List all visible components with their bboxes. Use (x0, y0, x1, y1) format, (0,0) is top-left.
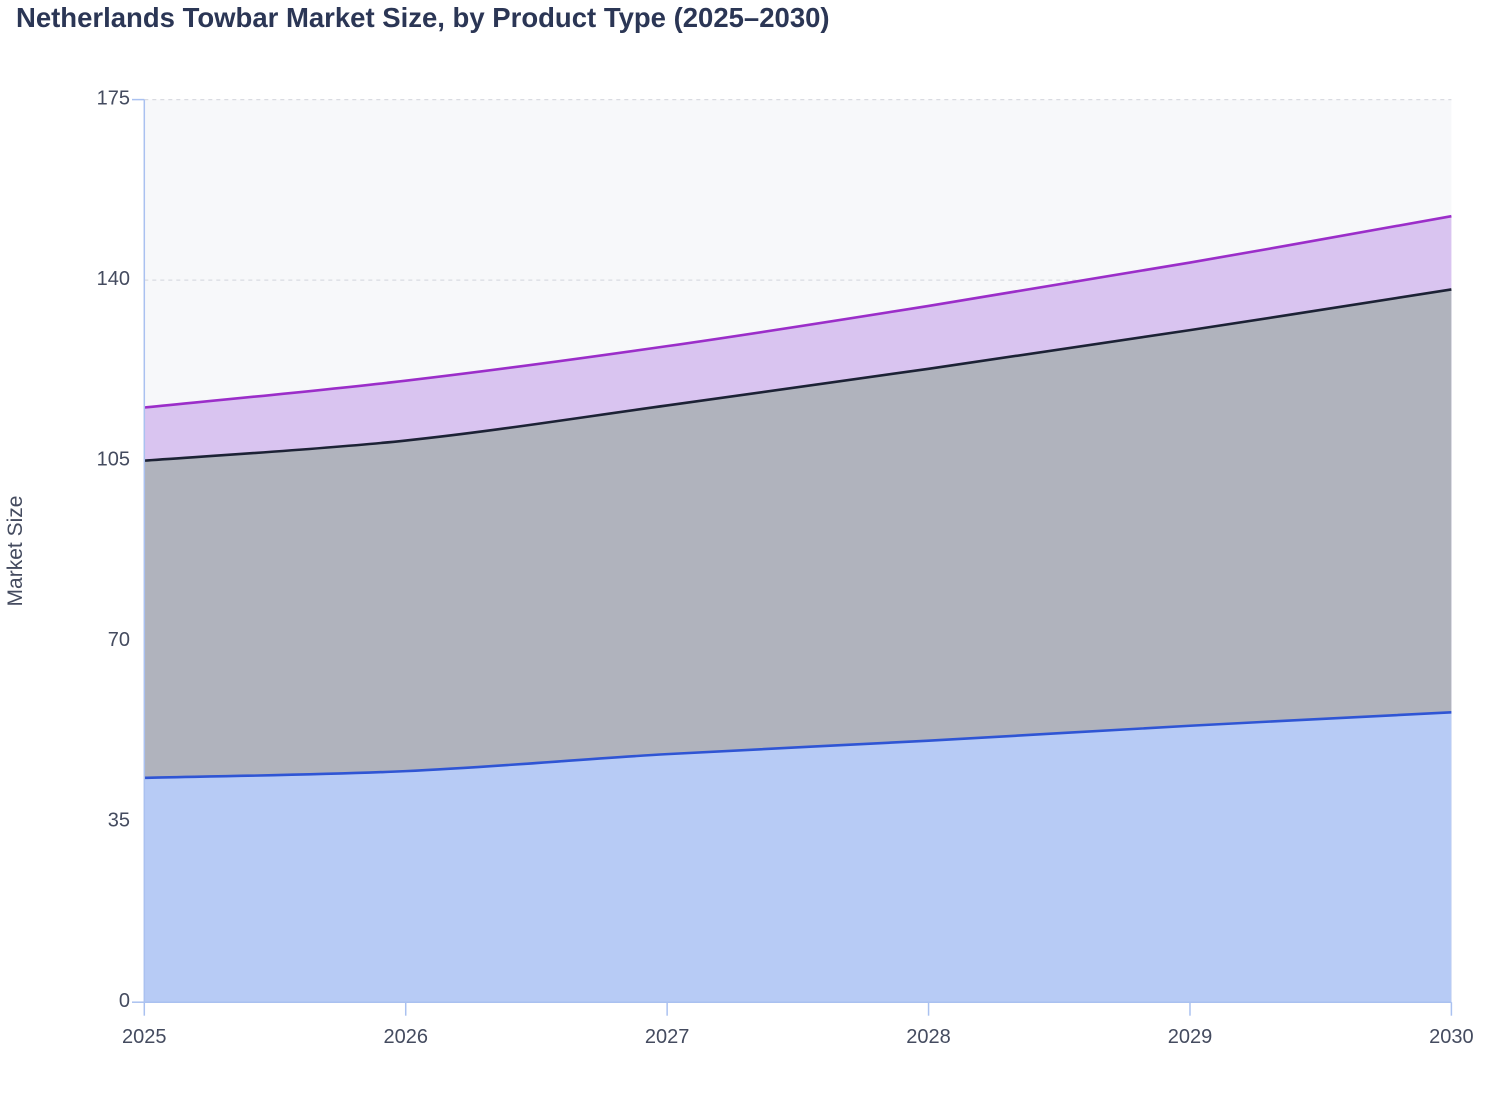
svg-text:175: 175 (97, 88, 130, 110)
svg-text:Market Size: Market Size (4, 496, 27, 607)
svg-text:140: 140 (97, 268, 130, 290)
svg-text:35: 35 (108, 810, 130, 832)
svg-text:70: 70 (108, 629, 130, 651)
svg-text:2025: 2025 (122, 1026, 167, 1048)
svg-text:0: 0 (119, 990, 130, 1012)
svg-text:2029: 2029 (1168, 1026, 1213, 1048)
svg-text:2027: 2027 (645, 1026, 690, 1048)
svg-text:2030: 2030 (1429, 1026, 1474, 1048)
svg-text:105: 105 (97, 449, 130, 471)
svg-text:2028: 2028 (906, 1026, 951, 1048)
svg-text:2026: 2026 (383, 1026, 428, 1048)
